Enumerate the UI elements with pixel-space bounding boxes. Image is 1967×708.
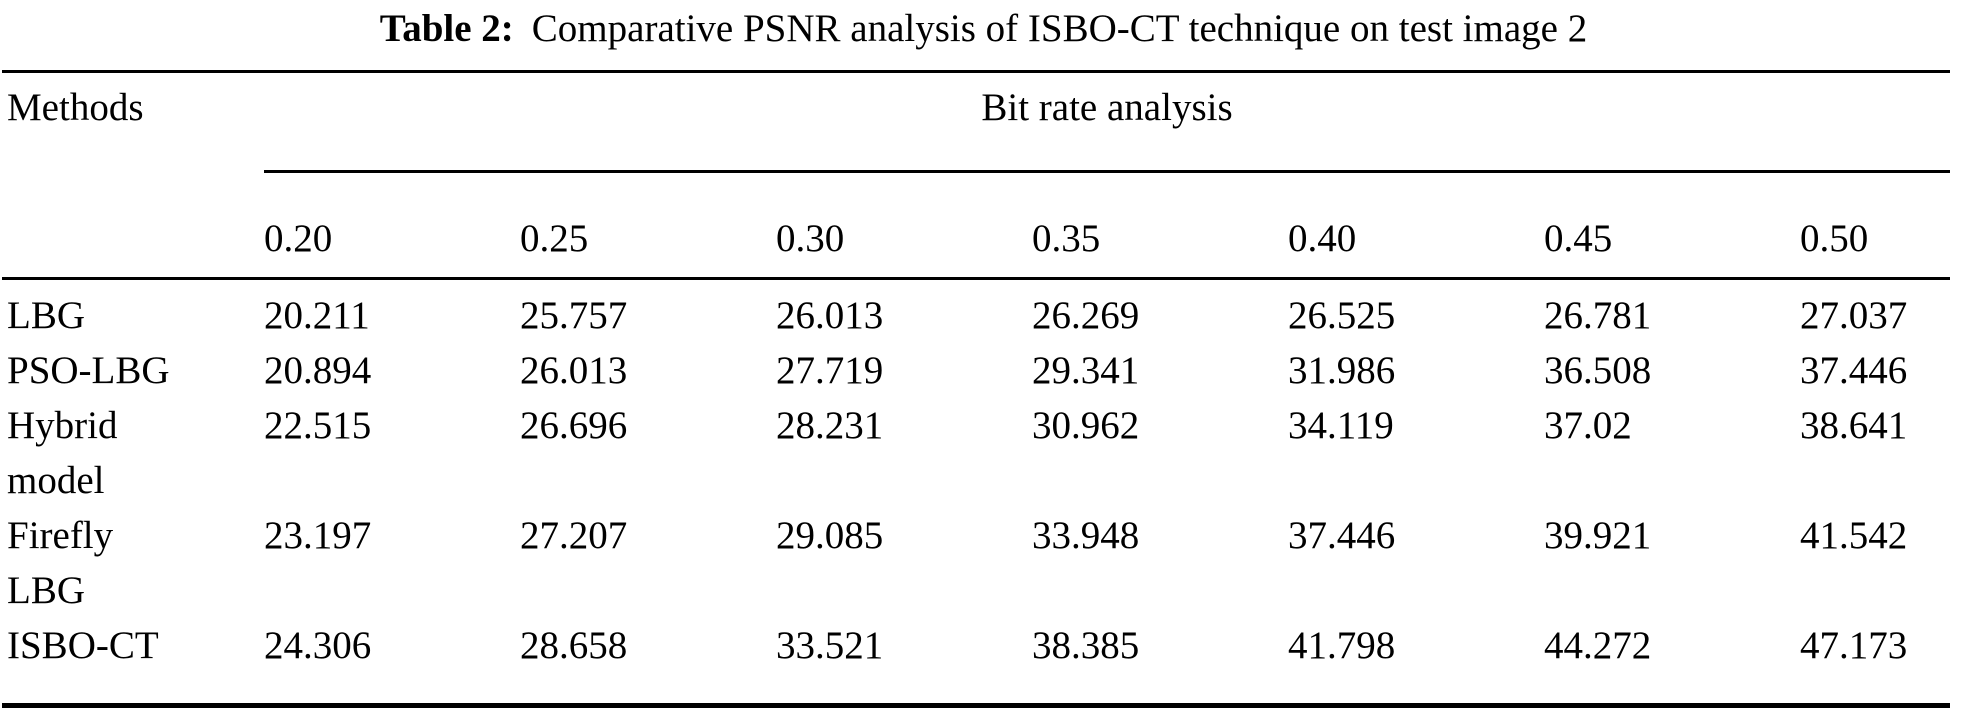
- psnr-value: 26.013: [776, 294, 884, 337]
- methods-column-header: Methods: [7, 86, 144, 129]
- psnr-value: 20.211: [264, 294, 370, 337]
- psnr-value: 47.173: [1800, 624, 1908, 667]
- bitrate-header: 0.20: [264, 171, 520, 280]
- bitrate-header-row: 0.20 0.25 0.30 0.35 0.40 0.45 0.50: [2, 171, 1950, 280]
- table-row: LBG 20.211 25.757 26.013 26.269 26.525 26.781 2…: [2, 279, 1950, 344]
- psnr-value: 31.986: [1288, 349, 1396, 392]
- bitrate-header: 0.45: [1544, 171, 1800, 280]
- bit-rate-group-header: Bit rate analysis: [264, 71, 1950, 173]
- psnr-value: 22.515: [264, 404, 372, 447]
- psnr-value: 26.269: [1032, 294, 1140, 337]
- table-caption-text: Comparative PSNR analysis of ISBO-CT tec…: [531, 7, 1588, 50]
- psnr-value: 38.385: [1032, 624, 1140, 667]
- table-row: Firefly LBG 23.197 27.207 29.085 33.948 37.44…: [2, 508, 1950, 618]
- psnr-value: 28.658: [520, 624, 628, 667]
- psnr-value: 26.525: [1288, 294, 1396, 337]
- psnr-value: 37.02: [1544, 404, 1632, 447]
- empty-header-cell: [2, 171, 264, 280]
- method-name: Hybrid model: [7, 404, 118, 502]
- table-row: PSO-LBG 20.894 26.013 27.719 29.341 31.986 36.…: [2, 343, 1950, 398]
- psnr-value: 29.341: [1032, 349, 1140, 392]
- psnr-value: 39.921: [1544, 514, 1652, 557]
- method-name: ISBO-CT: [7, 624, 159, 667]
- psnr-value: 44.272: [1544, 624, 1652, 667]
- psnr-value: 24.306: [264, 624, 372, 667]
- psnr-value: 29.085: [776, 514, 884, 557]
- psnr-value: 20.894: [264, 349, 372, 392]
- psnr-value: 37.446: [1800, 349, 1908, 392]
- psnr-value: 26.781: [1544, 294, 1652, 337]
- bitrate-header: 0.40: [1288, 171, 1544, 280]
- paper-table-figure: Table 2: Comparative PSNR analysis of ISB…: [0, 4, 1967, 708]
- psnr-value: 26.013: [520, 349, 628, 392]
- bitrate-header: 0.35: [1032, 171, 1288, 280]
- table-caption-label: Table 2:: [379, 7, 514, 50]
- table-row: ISBO-CT 24.306 28.658 33.521 38.385 41.798 44.…: [2, 618, 1950, 706]
- psnr-value: 27.207: [520, 514, 628, 557]
- psnr-value: 23.197: [264, 514, 372, 557]
- psnr-table: Methods Bit rate analysis 0.20 0.25 0.30 0.…: [2, 70, 1950, 708]
- method-name: PSO-LBG: [7, 349, 170, 392]
- psnr-value: 26.696: [520, 404, 628, 447]
- psnr-value: 41.542: [1800, 514, 1908, 557]
- psnr-value: 36.508: [1544, 349, 1652, 392]
- psnr-value: 27.719: [776, 349, 884, 392]
- psnr-value: 27.037: [1800, 294, 1908, 337]
- psnr-value: 25.757: [520, 294, 628, 337]
- table-row: Hybrid model 22.515 26.696 28.231 30.962 34.1…: [2, 398, 1950, 508]
- bitrate-header: 0.25: [520, 171, 776, 280]
- psnr-value: 38.641: [1800, 404, 1908, 447]
- psnr-value: 28.231: [776, 404, 884, 447]
- psnr-value: 34.119: [1288, 404, 1394, 447]
- psnr-value: 33.521: [776, 624, 884, 667]
- group-header-row: Methods Bit rate analysis: [2, 71, 1950, 173]
- bitrate-header: 0.50: [1800, 171, 1950, 280]
- psnr-value: 30.962: [1032, 404, 1140, 447]
- bitrate-header: 0.30: [776, 171, 1032, 280]
- table-body: LBG 20.211 25.757 26.013 26.269 26.525 26.781 2…: [2, 279, 1950, 706]
- table-caption: Table 2: Comparative PSNR analysis of ISB…: [0, 4, 1967, 54]
- method-name: LBG: [7, 294, 85, 337]
- psnr-value: 37.446: [1288, 514, 1396, 557]
- psnr-value: 33.948: [1032, 514, 1140, 557]
- psnr-value: 41.798: [1288, 624, 1396, 667]
- method-name: Firefly LBG: [7, 514, 114, 612]
